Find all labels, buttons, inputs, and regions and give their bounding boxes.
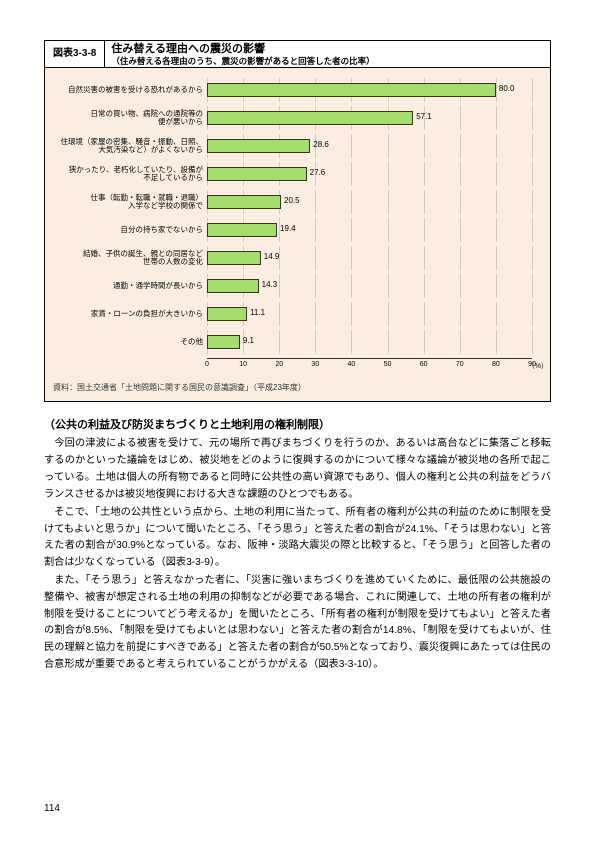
chart-bar [207, 223, 277, 237]
chart-area: 自然災害の被害を受ける恐れがあるから 80.0 日常の買い物、病院への通院等の便が悪… [45, 68, 550, 378]
chart-row: 住環境（家屋の密集、騒音・振動、日照、大気汚染など）がよくないから 28.6 [53, 134, 532, 158]
chart-row-label: 日常の買い物、病院への通院等の便が悪いから [53, 110, 207, 127]
chart-row-label: その他 [53, 338, 207, 347]
section-heading: （公共の利益及び防災まちづくりと土地利用の権利制限） [44, 416, 551, 432]
chart-value-label: 11.1 [250, 308, 265, 317]
chart-value-label: 80.0 [499, 84, 515, 93]
chart-bar [207, 139, 310, 153]
chart-bar [207, 167, 307, 181]
axis-tick: 50 [384, 361, 392, 368]
chart-x-axis: （%） 0102030405060708090 [207, 358, 532, 374]
chart-row-label: 結婚、子供の誕生、親との同居など世帯の人数の変化 [53, 250, 207, 267]
body-text: 今回の津波による被害を受けて、元の場所で再びまちづくりを行うのか、あるいは高台な… [44, 436, 551, 674]
chart-row: 仕事（転勤・転職・就職・退職）入学など学校の関係で 20.5 [53, 190, 532, 214]
axis-tick: 10 [239, 361, 247, 368]
chart-bar-container: 19.4 [207, 218, 532, 242]
chart-value-label: 28.6 [313, 140, 329, 149]
chart-row: 結婚、子供の誕生、親との同居など世帯の人数の変化 14.9 [53, 246, 532, 270]
chart-row: 狭かったり、老朽化していたり、設備が不足しているから 27.6 [53, 162, 532, 186]
chart-bar-container: 28.6 [207, 134, 532, 158]
chart-bar [207, 195, 281, 209]
chart-value-label: 14.9 [264, 252, 280, 261]
chart-bar-container: 80.0 [207, 78, 532, 102]
figure-source: 資料：国土交通省「土地問題に関する国民の意識調査」（平成23年度） [45, 378, 550, 401]
chart-value-label: 14.3 [262, 280, 278, 289]
chart-bar-container: 57.1 [207, 106, 532, 130]
chart-row-label: 住環境（家屋の密集、騒音・振動、日照、大気汚染など）がよくないから [53, 138, 207, 155]
chart-row-label: 自分の持ち家でないから [53, 226, 207, 235]
chart-row: 日常の買い物、病院への通院等の便が悪いから 57.1 [53, 106, 532, 130]
paragraph: そこで、「土地の公共性という点から、土地の利用に当たって、所有者の権利が公共の利… [44, 505, 551, 572]
chart-bar-container: 11.1 [207, 302, 532, 326]
figure-subtitle: （住み替える各理由のうち、震災の影響があると回答した者の比率） [111, 56, 544, 66]
figure-container: 図表3-3-8 住み替える理由への震災の影響 （住み替える各理由のうち、震災の影… [44, 40, 551, 402]
paragraph: また、「そう思う」と答えなかった者に、「災害に強いまちづくりを進めていくために、… [44, 573, 551, 674]
axis-tick: 70 [456, 361, 464, 368]
chart-row-label: 狭かったり、老朽化していたり、設備が不足しているから [53, 166, 207, 183]
chart-bar-container: 14.3 [207, 274, 532, 298]
page-number: 114 [44, 803, 60, 814]
chart-bar-container: 14.9 [207, 246, 532, 270]
axis-tick: 90 [528, 361, 536, 368]
chart-bar-container: 27.6 [207, 162, 532, 186]
axis-tick: 20 [275, 361, 283, 368]
chart-value-label: 27.6 [310, 168, 326, 177]
chart-row: その他 9.1 [53, 330, 532, 354]
chart-value-label: 19.4 [280, 224, 296, 233]
axis-tick: 80 [492, 361, 500, 368]
chart-bar [207, 279, 259, 293]
chart-row-label: 仕事（転勤・転職・就職・退職）入学など学校の関係で [53, 194, 207, 211]
axis-tick: 40 [348, 361, 356, 368]
chart-bar [207, 335, 240, 349]
chart-value-label: 57.1 [416, 112, 432, 121]
chart-row: 自分の持ち家でないから 19.4 [53, 218, 532, 242]
chart-row: 家賃・ローンの負担が大きいから 11.1 [53, 302, 532, 326]
figure-number: 図表3-3-8 [45, 41, 105, 67]
chart-row-label: 自然災害の被害を受ける恐れがあるから [53, 86, 207, 95]
chart-value-label: 20.5 [284, 196, 300, 205]
axis-tick: 60 [420, 361, 428, 368]
figure-title: 住み替える理由への震災の影響 [111, 43, 544, 56]
chart-bar [207, 251, 261, 265]
chart-bar-container: 20.5 [207, 190, 532, 214]
chart-value-label: 9.1 [243, 336, 254, 345]
chart-bar [207, 307, 247, 321]
figure-header: 図表3-3-8 住み替える理由への震災の影響 （住み替える各理由のうち、震災の影… [45, 41, 550, 68]
chart-plot: 自然災害の被害を受ける恐れがあるから 80.0 日常の買い物、病院への通院等の便が悪… [53, 78, 532, 354]
chart-row: 自然災害の被害を受ける恐れがあるから 80.0 [53, 78, 532, 102]
chart-row-label: 家賃・ローンの負担が大きいから [53, 310, 207, 319]
axis-tick: 0 [205, 361, 209, 368]
figure-title-block: 住み替える理由への震災の影響 （住み替える各理由のうち、震災の影響があると回答し… [105, 41, 550, 67]
chart-bar [207, 83, 496, 97]
chart-bar-container: 9.1 [207, 330, 532, 354]
chart-axis-row: （%） 0102030405060708090 [53, 358, 532, 374]
chart-row-label: 通勤・通学時間が長いから [53, 282, 207, 291]
chart-bar [207, 111, 413, 125]
paragraph: 今回の津波による被害を受けて、元の場所で再びまちづくりを行うのか、あるいは高台な… [44, 436, 551, 503]
axis-tick: 30 [311, 361, 319, 368]
chart-row: 通勤・通学時間が長いから 14.3 [53, 274, 532, 298]
